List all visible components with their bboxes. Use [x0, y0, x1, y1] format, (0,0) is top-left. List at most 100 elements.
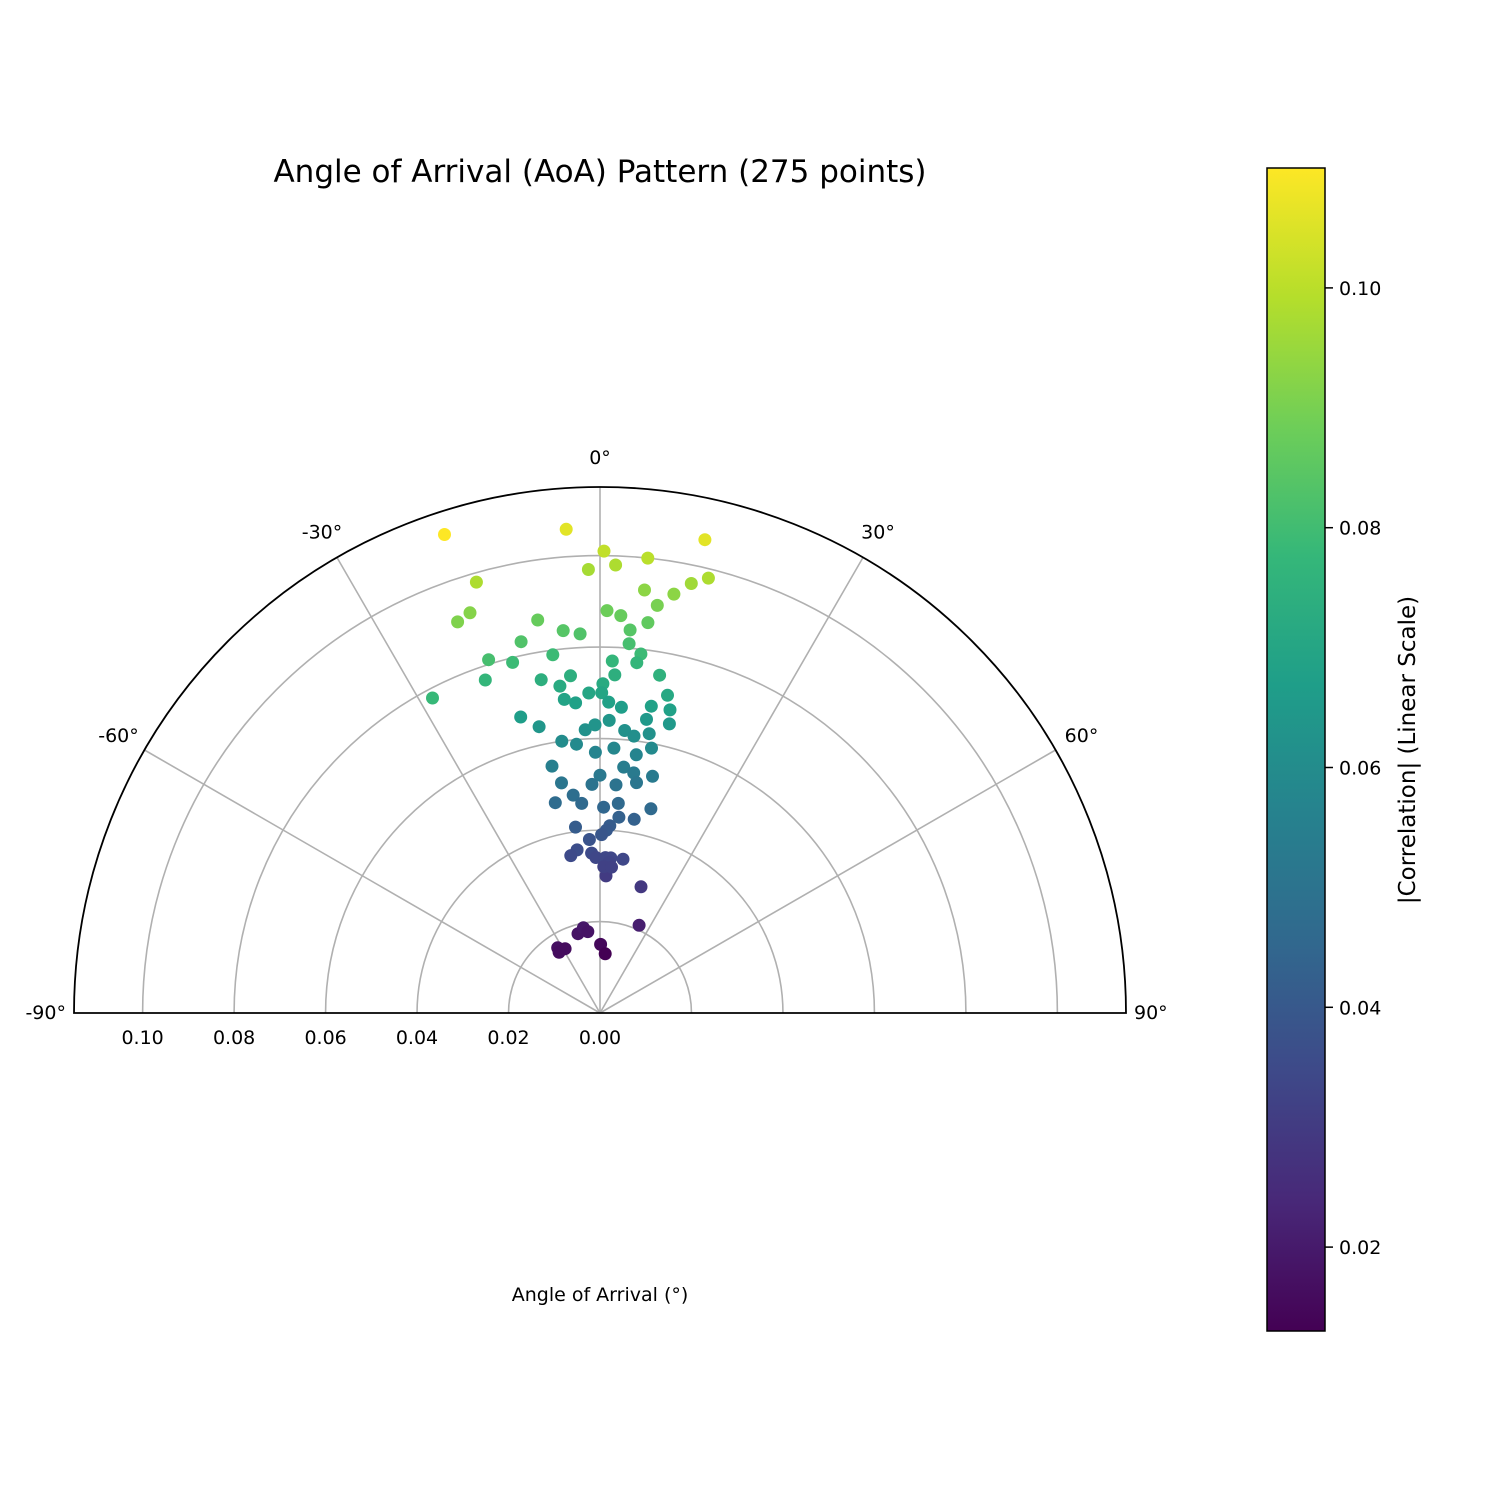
polar-grid — [141, 487, 1059, 1014]
theta-tick-label: 0° — [589, 447, 611, 469]
scatter-point-52 — [588, 718, 602, 732]
scatter-point-59 — [570, 737, 583, 751]
scatter-point-84 — [595, 828, 609, 842]
scatter-point-80 — [569, 820, 582, 834]
radial-tick-label: 0.08 — [213, 1027, 255, 1049]
scatter-point-47 — [569, 696, 583, 710]
scatter-point-70 — [585, 777, 599, 791]
scatter-point-79 — [627, 812, 641, 826]
scatter-point-40 — [582, 686, 596, 700]
scatter-point-7 — [469, 575, 483, 589]
scatter-point-87 — [589, 851, 603, 864]
scatter-point-57 — [645, 741, 658, 755]
scatter-point-49 — [532, 720, 546, 734]
scatter-point-14 — [650, 598, 664, 612]
scatter-point-22 — [641, 616, 655, 630]
colorbar-label: |Correlation| (Linear Scale) — [1395, 596, 1421, 904]
radial-tick-label: 0.06 — [304, 1027, 346, 1049]
colorbar-gradient — [1266, 167, 1326, 1332]
colorbar-tick-label: 0.02 — [1339, 1237, 1381, 1259]
scatter-point-66 — [593, 768, 607, 782]
colorbar-tick-label: 0.06 — [1339, 758, 1381, 780]
scatter-point-91 — [616, 852, 630, 866]
scatter-point-12 — [667, 587, 681, 601]
theta-tick-label: -60° — [98, 725, 139, 747]
scatter-point-51 — [578, 723, 592, 737]
scatter-point-9 — [638, 583, 651, 597]
scatter-point-72 — [630, 776, 643, 790]
scatter-point-50 — [514, 710, 528, 724]
scatter-point-21 — [623, 623, 637, 637]
scatter-point-61 — [545, 759, 559, 773]
scatter-point-48 — [557, 692, 571, 706]
scatter-point-13 — [531, 613, 545, 627]
scatter-point-60 — [555, 734, 569, 748]
scatter-point-2 — [641, 551, 655, 565]
x-axis-label: Angle of Arrival (°) — [512, 1284, 689, 1306]
polar-outline — [73, 486, 1127, 1014]
scatter-point-3 — [609, 558, 623, 572]
scatter-point-32 — [426, 691, 439, 705]
scatter-point-74 — [566, 788, 580, 802]
colorbar-tick-label: 0.10 — [1339, 278, 1381, 300]
scatter-point-53 — [602, 713, 616, 727]
scatter-point-78 — [644, 802, 658, 816]
scatter-point-35 — [553, 679, 567, 693]
scatter-point-44 — [644, 699, 658, 713]
radial-tick-label: 0.04 — [396, 1027, 438, 1049]
scatter-point-31 — [478, 673, 492, 687]
angular-gridline-1 — [144, 749, 601, 1014]
colorbar-ticks: 0.02 0.04 0.06 0.08 0.10 — [1325, 278, 1381, 1259]
scatter-point-8 — [463, 606, 477, 620]
scatter-point-64 — [617, 760, 631, 774]
scatter-point-34 — [653, 668, 667, 682]
radial-tick-label: 0.10 — [121, 1027, 163, 1049]
scatter-point-16 — [556, 624, 570, 638]
colorbar: 0.02 0.04 0.06 0.08 0.10 |Correlation| (Line… — [1266, 167, 1421, 1332]
polar-frame — [73, 486, 1127, 1014]
scatter-point-18 — [600, 604, 614, 618]
scatter-point-45 — [640, 712, 653, 726]
theta-tick-labels: -90° -60° -30° 0° 30° 60° 90° — [25, 447, 1167, 1024]
scatter-point-11 — [701, 571, 715, 585]
scatter-point-1 — [559, 522, 573, 536]
radial-tick-labels: 0.00 0.02 0.04 0.06 0.08 0.10 — [121, 1027, 621, 1049]
scatter-point-27 — [622, 637, 636, 651]
scatter-point-42 — [602, 695, 616, 709]
scatter-point-5 — [597, 544, 611, 558]
scatter-point-46 — [662, 717, 676, 731]
colorbar-tick-label: 0.08 — [1339, 518, 1381, 540]
chart-title: Angle of Arrival (AoA) Pattern (275 poin… — [273, 154, 926, 190]
scatter-point-90 — [564, 849, 578, 863]
scatter-point-0 — [698, 533, 712, 547]
scatter-point-99 — [632, 918, 646, 932]
scatter-point-56 — [642, 727, 656, 741]
angular-gridline-2 — [336, 557, 601, 1014]
scatter-point-96 — [634, 880, 648, 894]
scatter-point-63 — [607, 741, 621, 755]
scatter-point-6 — [438, 528, 451, 541]
scatter-point-10 — [684, 577, 698, 590]
angular-gridline-5 — [599, 749, 1056, 1014]
scatter-point-43 — [614, 700, 628, 714]
scatter-point-58 — [629, 748, 643, 762]
theta-tick-label: 90° — [1134, 1002, 1168, 1024]
theta-tick-label: 30° — [861, 522, 895, 544]
scatter-point-76 — [597, 800, 611, 814]
theta-tick-label: 60° — [1065, 725, 1099, 747]
scatter-point-103 — [552, 945, 566, 959]
angular-gridline-4 — [599, 557, 864, 1014]
scatter-point-36 — [608, 668, 622, 682]
scatter-point-23 — [482, 653, 496, 667]
scatter-point-71 — [609, 778, 623, 792]
scatter-point-24 — [506, 655, 520, 669]
scatter-point-105 — [598, 947, 612, 961]
scatter-point-41 — [595, 686, 609, 700]
scatter-point-29 — [564, 669, 577, 683]
scatter-point-37 — [630, 656, 644, 670]
scatter-point-77 — [612, 810, 626, 824]
theta-tick-label: -90° — [25, 1002, 66, 1024]
scatter-point-17 — [451, 615, 465, 629]
